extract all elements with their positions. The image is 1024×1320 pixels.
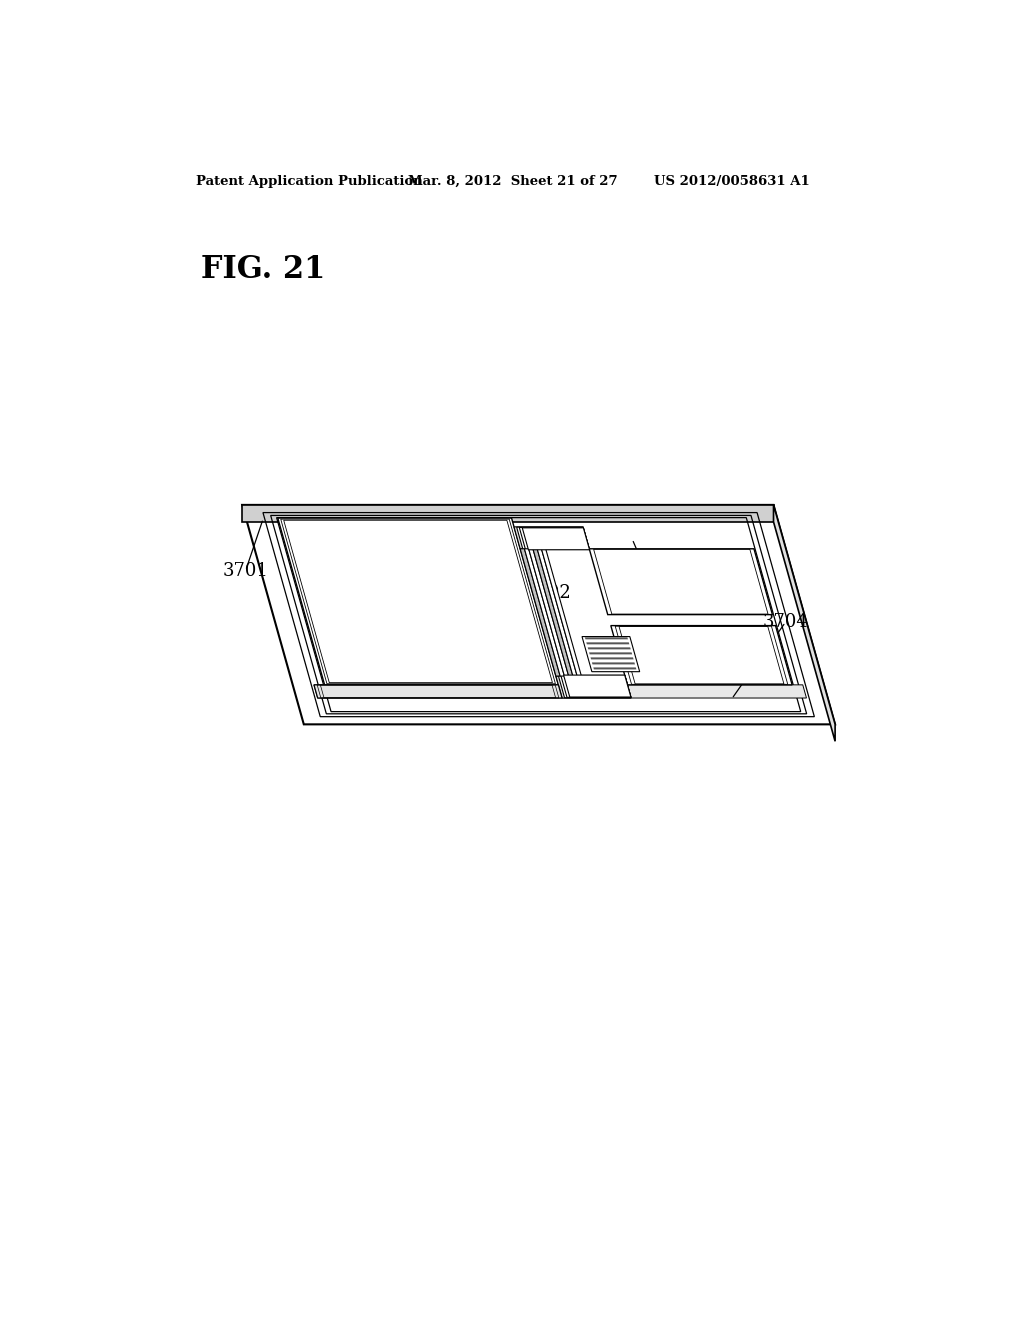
Polygon shape bbox=[589, 652, 632, 655]
Text: 3700: 3700 bbox=[334, 562, 380, 579]
Polygon shape bbox=[314, 685, 807, 698]
Text: Patent Application Publication: Patent Application Publication bbox=[196, 174, 423, 187]
Polygon shape bbox=[542, 549, 582, 676]
Polygon shape bbox=[522, 528, 590, 549]
Polygon shape bbox=[556, 676, 631, 698]
Polygon shape bbox=[243, 506, 773, 521]
Polygon shape bbox=[524, 549, 564, 676]
Text: Mar. 8, 2012  Sheet 21 of 27: Mar. 8, 2012 Sheet 21 of 27 bbox=[408, 174, 617, 187]
Polygon shape bbox=[243, 506, 836, 725]
Polygon shape bbox=[517, 527, 590, 549]
Polygon shape bbox=[610, 626, 793, 685]
Polygon shape bbox=[773, 506, 836, 742]
Polygon shape bbox=[514, 527, 589, 549]
Text: FIG. 21: FIG. 21 bbox=[202, 255, 326, 285]
Polygon shape bbox=[538, 549, 578, 676]
Text: US 2012/0058631 A1: US 2012/0058631 A1 bbox=[654, 174, 810, 187]
Polygon shape bbox=[561, 676, 631, 697]
Polygon shape bbox=[589, 549, 772, 615]
Polygon shape bbox=[591, 657, 634, 660]
Polygon shape bbox=[558, 676, 631, 698]
Text: 3704: 3704 bbox=[763, 612, 808, 631]
Polygon shape bbox=[519, 528, 590, 549]
Polygon shape bbox=[592, 663, 635, 664]
Polygon shape bbox=[582, 636, 640, 672]
Polygon shape bbox=[520, 549, 560, 676]
Polygon shape bbox=[528, 549, 568, 676]
Polygon shape bbox=[588, 647, 631, 649]
Polygon shape bbox=[593, 668, 636, 669]
Polygon shape bbox=[314, 685, 562, 698]
Polygon shape bbox=[585, 638, 628, 639]
Polygon shape bbox=[532, 549, 572, 676]
Text: 3701: 3701 bbox=[222, 562, 268, 579]
Polygon shape bbox=[278, 517, 558, 685]
Text: 3705: 3705 bbox=[633, 583, 678, 602]
Text: 3703: 3703 bbox=[439, 585, 485, 602]
Polygon shape bbox=[563, 675, 631, 697]
Text: 3702: 3702 bbox=[526, 583, 571, 602]
Polygon shape bbox=[587, 643, 630, 644]
